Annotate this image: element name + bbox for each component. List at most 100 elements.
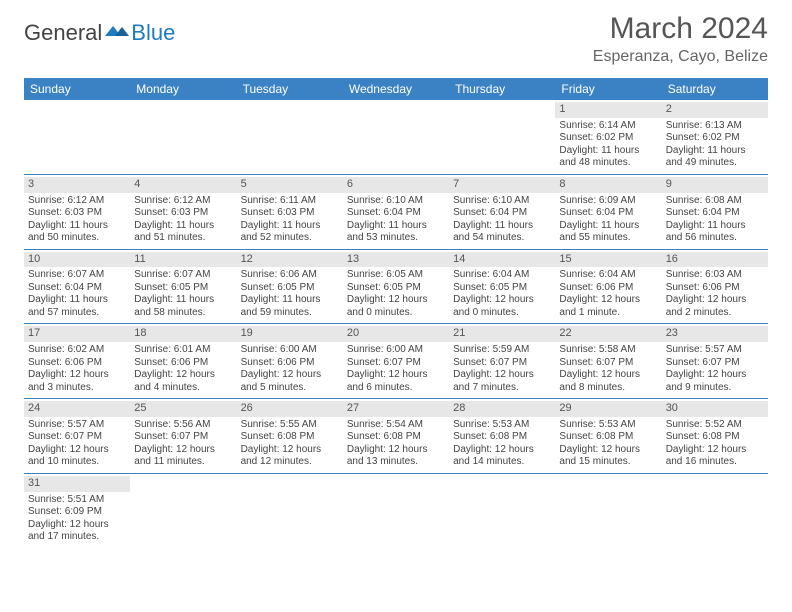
day-number: 15: [555, 252, 661, 268]
calendar-cell: [130, 100, 236, 174]
day-number: 3: [24, 177, 130, 193]
calendar-cell: 10Sunrise: 6:07 AMSunset: 6:04 PMDayligh…: [24, 249, 130, 324]
day-info: Sunrise: 6:07 AMSunset: 6:04 PMDaylight:…: [28, 269, 126, 319]
day-number: 23: [662, 326, 768, 342]
weekday-header: Tuesday: [237, 78, 343, 100]
calendar-cell: 1 Sunrise: 6:14 AMSunset: 6:02 PMDaylight…: [555, 100, 661, 174]
weekday-header: Thursday: [449, 78, 555, 100]
calendar-week-row: 31 Sunrise: 5:51 AMSunset: 6:09 PMDayligh…: [24, 473, 768, 547]
calendar-cell: [449, 473, 555, 547]
calendar-cell: 3 Sunrise: 6:12 AMSunset: 6:03 PMDaylight…: [24, 174, 130, 249]
calendar-week-row: 1 Sunrise: 6:14 AMSunset: 6:02 PMDaylight…: [24, 100, 768, 174]
day-number: 2: [662, 102, 768, 118]
day-info: Sunrise: 6:10 AMSunset: 6:04 PMDaylight:…: [347, 195, 445, 245]
calendar-cell: 20Sunrise: 6:00 AMSunset: 6:07 PMDayligh…: [343, 324, 449, 399]
day-number: 26: [237, 401, 343, 417]
day-info: Sunrise: 5:55 AMSunset: 6:08 PMDaylight:…: [241, 419, 339, 469]
calendar-cell: 30 Sunrise: 5:52 AMSunset: 6:08 PMDayligh…: [662, 399, 768, 474]
month-title: March 2024: [593, 12, 768, 46]
title-block: March 2024 Esperanza, Cayo, Belize: [593, 12, 768, 66]
calendar-cell: [343, 100, 449, 174]
calendar-cell: 14Sunrise: 6:04 AMSunset: 6:05 PMDayligh…: [449, 249, 555, 324]
calendar-week-row: 17Sunrise: 6:02 AMSunset: 6:06 PMDayligh…: [24, 324, 768, 399]
day-info: Sunrise: 6:04 AMSunset: 6:05 PMDaylight:…: [453, 269, 551, 319]
day-number: 8: [555, 177, 661, 193]
calendar-cell: [662, 473, 768, 547]
calendar-cell: 17Sunrise: 6:02 AMSunset: 6:06 PMDayligh…: [24, 324, 130, 399]
calendar-cell: 27 Sunrise: 5:54 AMSunset: 6:08 PMDayligh…: [343, 399, 449, 474]
calendar-cell: 12Sunrise: 6:06 AMSunset: 6:05 PMDayligh…: [237, 249, 343, 324]
calendar-head: SundayMondayTuesdayWednesdayThursdayFrid…: [24, 78, 768, 100]
day-info: Sunrise: 6:09 AMSunset: 6:04 PMDaylight:…: [559, 195, 657, 245]
day-number: 24: [24, 401, 130, 417]
calendar-week-row: 3 Sunrise: 6:12 AMSunset: 6:03 PMDaylight…: [24, 174, 768, 249]
day-info: Sunrise: 6:00 AMSunset: 6:06 PMDaylight:…: [241, 344, 339, 394]
day-info: Sunrise: 5:57 AMSunset: 6:07 PMDaylight:…: [28, 419, 126, 469]
weekday-header: Saturday: [662, 78, 768, 100]
day-info: Sunrise: 6:06 AMSunset: 6:05 PMDaylight:…: [241, 269, 339, 319]
day-number: 14: [449, 252, 555, 268]
weekday-header: Monday: [130, 78, 236, 100]
day-info: Sunrise: 6:13 AMSunset: 6:02 PMDaylight:…: [666, 120, 764, 170]
calendar-cell: 2 Sunrise: 6:13 AMSunset: 6:02 PMDaylight…: [662, 100, 768, 174]
calendar-cell: [130, 473, 236, 547]
calendar-cell: 15Sunrise: 6:04 AMSunset: 6:06 PMDayligh…: [555, 249, 661, 324]
day-info: Sunrise: 6:05 AMSunset: 6:05 PMDaylight:…: [347, 269, 445, 319]
calendar-cell: [237, 473, 343, 547]
day-info: Sunrise: 6:03 AMSunset: 6:06 PMDaylight:…: [666, 269, 764, 319]
day-info: Sunrise: 6:01 AMSunset: 6:06 PMDaylight:…: [134, 344, 232, 394]
calendar-cell: [449, 100, 555, 174]
day-number: 12: [237, 252, 343, 268]
weekday-header: Wednesday: [343, 78, 449, 100]
calendar-cell: 31 Sunrise: 5:51 AMSunset: 6:09 PMDayligh…: [24, 473, 130, 547]
calendar-cell: [343, 473, 449, 547]
day-info: Sunrise: 5:52 AMSunset: 6:08 PMDaylight:…: [666, 419, 764, 469]
day-number: 13: [343, 252, 449, 268]
day-info: Sunrise: 5:53 AMSunset: 6:08 PMDaylight:…: [559, 419, 657, 469]
calendar-cell: 26 Sunrise: 5:55 AMSunset: 6:08 PMDayligh…: [237, 399, 343, 474]
calendar-cell: 16Sunrise: 6:03 AMSunset: 6:06 PMDayligh…: [662, 249, 768, 324]
day-number: 6: [343, 177, 449, 193]
day-info: Sunrise: 5:57 AMSunset: 6:07 PMDaylight:…: [666, 344, 764, 394]
day-number: 31: [24, 476, 130, 492]
day-number: 11: [130, 252, 236, 268]
day-number: 5: [237, 177, 343, 193]
calendar-cell: 13Sunrise: 6:05 AMSunset: 6:05 PMDayligh…: [343, 249, 449, 324]
day-info: Sunrise: 5:58 AMSunset: 6:07 PMDaylight:…: [559, 344, 657, 394]
day-info: Sunrise: 6:12 AMSunset: 6:03 PMDaylight:…: [28, 195, 126, 245]
calendar-cell: [237, 100, 343, 174]
calendar-cell: 19 Sunrise: 6:00 AMSunset: 6:06 PMDayligh…: [237, 324, 343, 399]
logo-flag-icon: [105, 22, 129, 40]
calendar-cell: 11Sunrise: 6:07 AMSunset: 6:05 PMDayligh…: [130, 249, 236, 324]
day-number: 7: [449, 177, 555, 193]
calendar-cell: 6 Sunrise: 6:10 AMSunset: 6:04 PMDaylight…: [343, 174, 449, 249]
calendar-cell: 22 Sunrise: 5:58 AMSunset: 6:07 PMDayligh…: [555, 324, 661, 399]
day-info: Sunrise: 6:04 AMSunset: 6:06 PMDaylight:…: [559, 269, 657, 319]
day-number: 9: [662, 177, 768, 193]
day-number: 27: [343, 401, 449, 417]
day-number: 22: [555, 326, 661, 342]
calendar-cell: 8 Sunrise: 6:09 AMSunset: 6:04 PMDaylight…: [555, 174, 661, 249]
day-number: 19: [237, 326, 343, 342]
day-number: 28: [449, 401, 555, 417]
day-info: Sunrise: 5:54 AMSunset: 6:08 PMDaylight:…: [347, 419, 445, 469]
calendar-cell: 7Sunrise: 6:10 AMSunset: 6:04 PMDaylight…: [449, 174, 555, 249]
weekday-header: Friday: [555, 78, 661, 100]
calendar-cell: 21Sunrise: 5:59 AMSunset: 6:07 PMDayligh…: [449, 324, 555, 399]
day-number: 30: [662, 401, 768, 417]
weekday-header: Sunday: [24, 78, 130, 100]
calendar-cell: 29 Sunrise: 5:53 AMSunset: 6:08 PMDayligh…: [555, 399, 661, 474]
day-info: Sunrise: 5:51 AMSunset: 6:09 PMDaylight:…: [28, 494, 126, 544]
calendar-cell: [555, 473, 661, 547]
day-number: 29: [555, 401, 661, 417]
day-number: 10: [24, 252, 130, 268]
day-info: Sunrise: 6:14 AMSunset: 6:02 PMDaylight:…: [559, 120, 657, 170]
calendar-cell: 18Sunrise: 6:01 AMSunset: 6:06 PMDayligh…: [130, 324, 236, 399]
day-number: 16: [662, 252, 768, 268]
calendar-table: SundayMondayTuesdayWednesdayThursdayFrid…: [24, 78, 768, 548]
header: General Blue March 2024 Esperanza, Cayo,…: [0, 0, 792, 70]
calendar-cell: 4Sunrise: 6:12 AMSunset: 6:03 PMDaylight…: [130, 174, 236, 249]
day-info: Sunrise: 6:11 AMSunset: 6:03 PMDaylight:…: [241, 195, 339, 245]
day-number: 1: [555, 102, 661, 118]
day-info: Sunrise: 6:07 AMSunset: 6:05 PMDaylight:…: [134, 269, 232, 319]
